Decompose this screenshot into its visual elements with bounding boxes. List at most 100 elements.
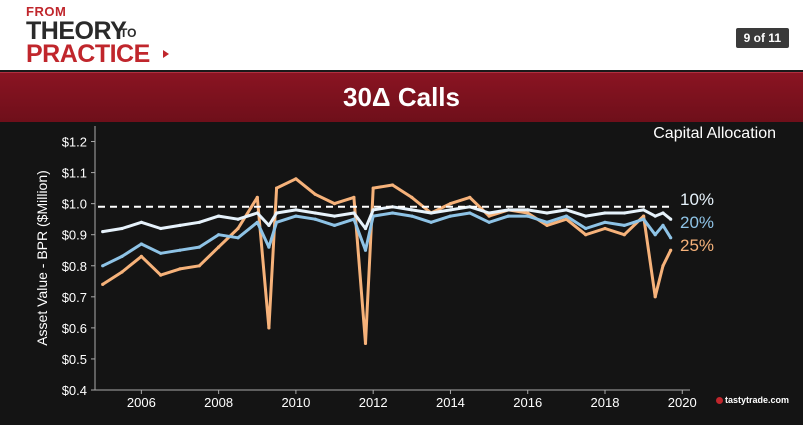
- data-point-20pct: [352, 217, 356, 221]
- data-point-25pct: [603, 226, 607, 231]
- series-line-10pct: [102, 205, 672, 234]
- data-point-20pct: [506, 214, 510, 218]
- y-axis-label: Asset Value - BPR ($Million): [34, 170, 50, 346]
- y-tick-label: $1.1: [62, 166, 87, 181]
- data-point-25pct: [332, 202, 337, 206]
- y-tick-label: $1.0: [62, 197, 87, 212]
- data-point-20pct: [410, 214, 414, 218]
- chart-axes: $0.4 $0.5 $0.6 $0.7 $0.8 $0.9 $1.0 $1.1 $1.2 2006…: [62, 126, 697, 410]
- chart-panel: [0, 122, 803, 425]
- data-point-10pct: [506, 208, 510, 212]
- data-point-20pct: [526, 214, 530, 218]
- logo-line-from: FROM: [26, 4, 67, 19]
- y-tick-label: $0.5: [62, 352, 87, 367]
- data-point-20pct: [139, 242, 143, 246]
- data-point-20pct: [217, 233, 221, 237]
- data-point-10pct: [603, 211, 607, 215]
- data-point-25pct: [371, 186, 375, 190]
- data-point-20pct: [642, 217, 646, 221]
- data-point-10pct: [564, 208, 569, 212]
- series-line-20pct: [102, 211, 672, 268]
- data-point-20pct: [313, 217, 317, 221]
- data-point-20pct: [255, 220, 259, 224]
- logo-arrow-icon: [163, 50, 169, 58]
- theory-to-practice-logo: FROM THEORY TO PRACTICE: [26, 4, 196, 68]
- data-point-10pct: [429, 211, 433, 215]
- data-point-20pct: [267, 245, 271, 249]
- legend-item-20pct: 20%: [680, 213, 714, 232]
- data-point-10pct: [669, 217, 673, 221]
- data-point-20pct: [468, 211, 472, 215]
- data-point-25pct: [487, 214, 491, 218]
- data-point-10pct: [120, 226, 124, 231]
- x-tick-label: 2020: [668, 395, 697, 410]
- x-tick-label: 2014: [436, 395, 465, 410]
- data-point-20pct: [390, 211, 395, 215]
- data-point-10pct: [275, 211, 279, 215]
- data-point-10pct: [622, 211, 626, 215]
- cherry-icon: [716, 397, 723, 405]
- data-point-20pct: [603, 220, 607, 224]
- y-tick-label: $0.7: [62, 290, 87, 305]
- data-point-10pct: [313, 211, 317, 215]
- data-point-25pct: [197, 264, 201, 268]
- data-point-25pct: [468, 195, 472, 199]
- data-point-20pct: [275, 220, 279, 224]
- series-line-25pct: [101, 177, 673, 345]
- data-point-20pct: [197, 245, 201, 249]
- data-point-20pct: [545, 220, 549, 224]
- x-tick-label: 2010: [281, 395, 310, 410]
- data-point-25pct: [661, 264, 665, 268]
- data-point-20pct: [661, 223, 665, 227]
- slide-title: 30Δ Calls: [343, 82, 460, 112]
- data-point-25pct: [526, 211, 530, 215]
- data-point-20pct: [669, 236, 673, 240]
- data-point-20pct: [487, 220, 491, 224]
- data-point-25pct: [101, 282, 105, 286]
- data-point-25pct: [363, 341, 368, 345]
- data-point-20pct: [159, 251, 163, 255]
- legend-item-25pct: 25%: [680, 236, 714, 255]
- data-point-10pct: [661, 211, 665, 215]
- y-tick-label: $0.6: [62, 321, 87, 336]
- y-tick-label: $0.4: [62, 383, 87, 398]
- data-point-20pct: [448, 214, 453, 218]
- data-point-20pct: [653, 233, 657, 237]
- data-point-10pct: [294, 208, 298, 212]
- data-point-10pct: [236, 217, 240, 221]
- y-tick-label: $1.2: [62, 135, 87, 150]
- data-point-10pct: [448, 208, 453, 212]
- data-point-10pct: [410, 208, 414, 212]
- data-point-20pct: [332, 223, 337, 227]
- data-point-25pct: [545, 223, 549, 227]
- data-point-25pct: [642, 214, 646, 218]
- logo-line-practice: PRACTICE: [26, 40, 150, 68]
- data-point-25pct: [410, 195, 414, 199]
- data-point-20pct: [294, 214, 298, 218]
- legend: 10% 20% 25%: [680, 190, 714, 255]
- data-point-25pct: [564, 217, 569, 221]
- data-point-25pct: [313, 192, 317, 196]
- data-point-25pct: [622, 233, 626, 237]
- page-indicator: 9 of 11: [735, 28, 789, 48]
- data-point-10pct: [642, 208, 646, 212]
- top-bar: FROM THEORY TO PRACTICE 9 of 11: [0, 0, 803, 70]
- data-point-20pct: [622, 223, 626, 227]
- title-banner: 30Δ Calls: [0, 72, 803, 123]
- data-point-25pct: [159, 273, 163, 277]
- data-point-25pct: [139, 254, 143, 258]
- data-point-10pct: [197, 220, 201, 224]
- data-point-10pct: [101, 230, 105, 234]
- data-point-25pct: [178, 267, 182, 271]
- data-point-25pct: [267, 326, 271, 330]
- brand-text: tastytrade.com: [725, 395, 790, 405]
- x-tick-label: 2016: [513, 395, 542, 410]
- data-point-20pct: [178, 248, 182, 252]
- y-tick-label: $0.9: [62, 228, 87, 243]
- data-point-25pct: [448, 202, 453, 206]
- data-point-10pct: [526, 208, 530, 212]
- data-point-25pct: [352, 195, 356, 199]
- data-point-25pct: [275, 186, 279, 190]
- data-point-20pct: [584, 226, 588, 231]
